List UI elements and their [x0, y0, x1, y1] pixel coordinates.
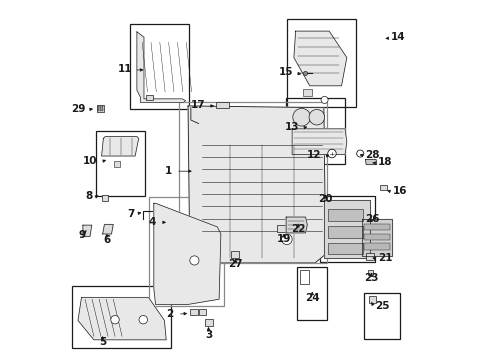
Bar	[320, 196, 374, 262]
Circle shape	[321, 96, 327, 103]
Text: 21: 21	[377, 253, 391, 262]
Text: 17: 17	[190, 100, 204, 110]
Polygon shape	[154, 203, 221, 305]
Circle shape	[356, 150, 363, 157]
Text: 9: 9	[79, 230, 85, 240]
Bar	[102, 195, 108, 201]
Bar	[215, 102, 228, 108]
Text: 6: 6	[103, 235, 110, 245]
Bar	[98, 105, 99, 111]
Bar	[97, 105, 104, 112]
Bar	[300, 270, 308, 284]
Circle shape	[292, 108, 310, 126]
Bar	[231, 251, 239, 258]
Text: 27: 27	[228, 259, 243, 269]
Text: 29: 29	[70, 104, 85, 114]
Bar	[198, 309, 206, 315]
Text: 8: 8	[85, 191, 93, 201]
Bar	[364, 243, 389, 249]
Bar	[102, 105, 103, 111]
Bar	[285, 98, 345, 165]
Text: 20: 20	[318, 194, 332, 204]
Polygon shape	[361, 219, 391, 256]
Bar	[364, 234, 389, 240]
Text: 15: 15	[278, 67, 293, 77]
Circle shape	[139, 315, 147, 324]
Text: 11: 11	[118, 64, 132, 74]
Polygon shape	[365, 159, 376, 165]
Text: 23: 23	[364, 273, 378, 283]
Text: 22: 22	[290, 224, 305, 234]
Bar	[365, 253, 374, 260]
Polygon shape	[102, 224, 113, 234]
Bar	[380, 185, 386, 190]
Bar	[204, 319, 213, 326]
Text: 1: 1	[164, 166, 172, 176]
Polygon shape	[291, 129, 346, 154]
Text: 12: 12	[306, 150, 321, 160]
Text: 28: 28	[365, 150, 379, 159]
Text: 2: 2	[165, 309, 173, 319]
Polygon shape	[78, 297, 166, 340]
Text: 7: 7	[127, 208, 134, 219]
Polygon shape	[188, 106, 325, 263]
Bar	[277, 225, 285, 232]
Text: 24: 24	[305, 293, 319, 303]
Bar	[114, 161, 120, 167]
Bar	[327, 209, 363, 221]
Text: 25: 25	[374, 301, 389, 311]
Polygon shape	[83, 225, 92, 237]
Text: 19: 19	[276, 234, 291, 244]
Circle shape	[303, 71, 307, 76]
Bar	[145, 95, 152, 100]
Text: 26: 26	[364, 214, 379, 224]
Bar	[71, 286, 171, 347]
Bar	[364, 224, 389, 230]
Bar	[327, 243, 363, 255]
Bar	[364, 293, 399, 339]
Bar	[100, 105, 101, 111]
Circle shape	[281, 234, 291, 244]
Bar	[179, 102, 327, 263]
Polygon shape	[285, 217, 306, 233]
Circle shape	[308, 109, 324, 125]
Polygon shape	[137, 32, 185, 102]
Polygon shape	[323, 201, 369, 258]
Text: 14: 14	[390, 32, 405, 42]
Bar	[96, 131, 145, 196]
Bar	[302, 89, 311, 96]
Circle shape	[327, 149, 336, 158]
Bar	[296, 267, 326, 320]
Text: 10: 10	[82, 156, 97, 166]
Text: 16: 16	[392, 186, 407, 195]
Polygon shape	[102, 136, 139, 156]
Bar	[189, 309, 197, 315]
Circle shape	[189, 256, 199, 265]
Bar	[130, 24, 189, 109]
Bar	[327, 226, 363, 238]
Bar	[148, 197, 224, 306]
Polygon shape	[293, 31, 346, 86]
Text: 18: 18	[377, 157, 391, 167]
Circle shape	[111, 315, 119, 324]
Text: 5: 5	[99, 337, 106, 347]
Text: 4: 4	[149, 217, 156, 227]
Bar	[367, 270, 372, 275]
Bar	[286, 19, 355, 107]
Bar	[368, 296, 376, 303]
Text: 3: 3	[204, 330, 212, 340]
Text: 13: 13	[284, 122, 299, 132]
